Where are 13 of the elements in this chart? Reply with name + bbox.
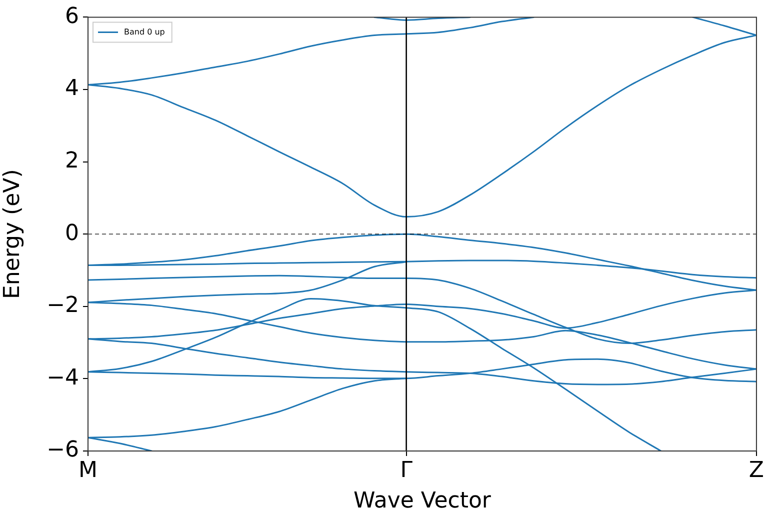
y-tick-label: −6 <box>46 438 79 463</box>
y-tick-label: 0 <box>65 220 79 246</box>
y-tick-label: 6 <box>65 4 79 29</box>
legend-label: Band 0 up <box>124 27 165 36</box>
y-axis-title: Energy (eV) <box>0 169 25 299</box>
x-tick-label: Γ <box>400 458 414 483</box>
y-tick-label: −4 <box>46 365 79 390</box>
x-axis-title: Wave Vector <box>353 488 492 514</box>
y-tick-label: 2 <box>65 148 79 174</box>
x-tick-label: Z <box>748 458 764 483</box>
y-tick-label: −2 <box>46 293 79 318</box>
y-tick-label: 4 <box>65 76 79 102</box>
x-tick-label: M <box>78 458 98 483</box>
